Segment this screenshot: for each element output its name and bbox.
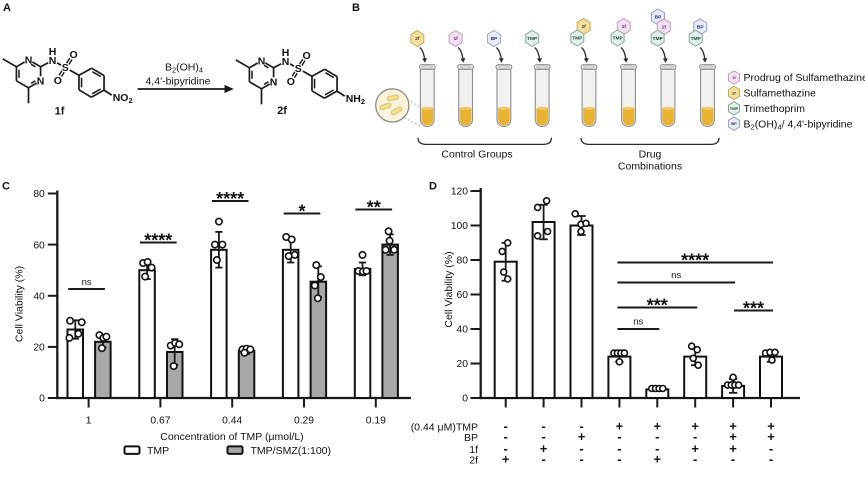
svg-text:Control Groups: Control Groups [441, 149, 512, 161]
svg-text:-: - [693, 452, 697, 467]
svg-text:-: - [541, 452, 545, 467]
svg-text:1f: 1f [662, 25, 667, 31]
svg-text:120: 120 [451, 187, 468, 198]
svg-text:-: - [579, 452, 583, 467]
svg-text:0: 0 [39, 394, 45, 405]
svg-text:B: B [352, 2, 360, 14]
svg-text:ns: ns [671, 270, 681, 281]
svg-text:0.67: 0.67 [150, 416, 170, 427]
svg-text:Concentration of TMP (μmol/L): Concentration of TMP (μmol/L) [160, 431, 303, 443]
svg-text:TMP: TMP [691, 36, 702, 42]
svg-text:D: D [429, 181, 437, 193]
svg-text:*: * [298, 202, 305, 222]
svg-text:C: C [2, 181, 10, 193]
svg-text:40: 40 [457, 325, 469, 336]
svg-text:-: - [769, 452, 773, 467]
svg-text:ns: ns [82, 277, 92, 288]
svg-text:Combinations: Combinations [618, 160, 682, 172]
svg-text:1f: 1f [622, 24, 627, 30]
svg-text:2f: 2f [415, 36, 420, 42]
svg-text:TMP: TMP [527, 36, 538, 42]
svg-text:80: 80 [33, 189, 45, 200]
svg-text:80: 80 [457, 256, 469, 267]
svg-text:S: S [62, 62, 69, 74]
svg-text:***: *** [743, 299, 764, 319]
svg-text:20: 20 [33, 343, 45, 354]
svg-text:****: **** [681, 251, 709, 271]
svg-text:H: H [49, 46, 57, 58]
svg-text:60: 60 [457, 290, 469, 301]
svg-text:BP: BP [655, 15, 662, 21]
svg-text:TMP: TMP [613, 36, 624, 42]
svg-text:**: ** [367, 198, 381, 218]
svg-text:1f: 1f [453, 36, 458, 42]
svg-text:2f: 2f [581, 24, 586, 30]
svg-text:N: N [270, 76, 278, 88]
svg-text:Cell Viability (%): Cell Viability (%) [443, 251, 455, 327]
svg-text:+: + [654, 452, 662, 467]
svg-text:N: N [258, 55, 266, 67]
svg-text:TMP: TMP [730, 106, 739, 111]
svg-text:B2(OH)4: B2(OH)4 [165, 62, 203, 75]
svg-text:***: *** [647, 296, 668, 316]
svg-text:0: 0 [462, 394, 468, 405]
svg-text:0.29: 0.29 [294, 416, 314, 427]
svg-text:ns: ns [633, 317, 643, 328]
svg-text:O: O [70, 49, 78, 61]
svg-text:O: O [303, 50, 311, 62]
svg-text:****: **** [216, 189, 244, 209]
svg-text:****: **** [144, 231, 172, 251]
svg-text:60: 60 [33, 240, 45, 251]
svg-text:Drug: Drug [639, 149, 662, 161]
svg-text:A: A [3, 2, 11, 14]
svg-text:O: O [54, 75, 62, 87]
svg-text:S: S [295, 63, 302, 75]
svg-text:TMP: TMP [147, 445, 169, 457]
svg-text:Trimethoprim: Trimethoprim [744, 103, 806, 115]
svg-text:0.19: 0.19 [366, 416, 386, 427]
svg-text:20: 20 [457, 359, 469, 370]
svg-text:2f: 2f [277, 105, 287, 117]
svg-text:40: 40 [33, 292, 45, 303]
svg-text:4,4'-bipyridine: 4,4'-bipyridine [145, 76, 210, 88]
svg-text:TMP: TMP [572, 36, 583, 42]
svg-text:N: N [37, 75, 45, 87]
svg-text:Sulfamethazine: Sulfamethazine [744, 88, 817, 100]
svg-text:BP: BP [697, 25, 704, 31]
svg-text:BP: BP [491, 36, 498, 42]
svg-text:+: + [502, 452, 510, 467]
svg-text:-: - [617, 452, 621, 467]
svg-text:2f: 2f [469, 455, 478, 467]
svg-text:1f: 1f [55, 106, 65, 118]
svg-text:BP: BP [731, 121, 737, 126]
svg-text:100: 100 [451, 221, 468, 232]
svg-text:TMP/SMZ(1:100): TMP/SMZ(1:100) [251, 445, 332, 457]
svg-text:TMP: TMP [653, 36, 664, 42]
svg-text:H: H [282, 47, 290, 59]
svg-text:Cell Viability (%): Cell Viability (%) [14, 266, 26, 342]
svg-text:N: N [25, 54, 33, 66]
svg-text:-: - [731, 452, 735, 467]
svg-text:0.44: 0.44 [222, 416, 242, 427]
svg-text:O: O [287, 76, 295, 88]
svg-text:B2(OH)4/ 4,4'-bipyridine: B2(OH)4/ 4,4'-bipyridine [744, 118, 853, 131]
svg-text:1: 1 [86, 416, 92, 427]
svg-text:BP: BP [464, 432, 478, 444]
svg-text:Prodrug of Sulfamethazine: Prodrug of Sulfamethazine [744, 72, 865, 84]
